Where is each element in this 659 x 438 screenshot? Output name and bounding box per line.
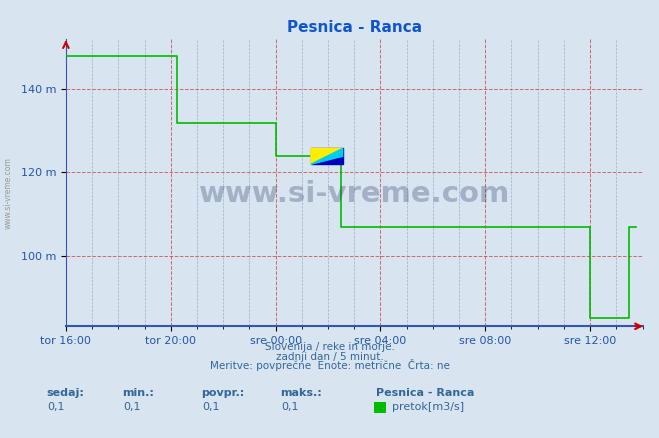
- Text: maks.:: maks.:: [280, 389, 322, 399]
- Text: 0,1: 0,1: [202, 402, 219, 412]
- Polygon shape: [311, 148, 343, 164]
- Text: Meritve: povprečne  Enote: metrične  Črta: ne: Meritve: povprečne Enote: metrične Črta:…: [210, 359, 449, 371]
- Text: zadnji dan / 5 minut.: zadnji dan / 5 minut.: [275, 352, 384, 362]
- Text: povpr.:: povpr.:: [201, 389, 244, 399]
- Text: Slovenija / reke in morje.: Slovenija / reke in morje.: [264, 343, 395, 353]
- Text: 0,1: 0,1: [123, 402, 140, 412]
- Title: Pesnica - Ranca: Pesnica - Ranca: [287, 21, 422, 35]
- Text: www.si-vreme.com: www.si-vreme.com: [198, 180, 510, 208]
- Text: www.si-vreme.com: www.si-vreme.com: [4, 157, 13, 229]
- Polygon shape: [311, 148, 343, 164]
- Text: sedaj:: sedaj:: [46, 389, 84, 399]
- Text: 0,1: 0,1: [47, 402, 65, 412]
- Text: pretok[m3/s]: pretok[m3/s]: [392, 402, 464, 412]
- Text: 0,1: 0,1: [281, 402, 299, 412]
- Text: Pesnica - Ranca: Pesnica - Ranca: [376, 389, 474, 399]
- Text: min.:: min.:: [122, 389, 154, 399]
- Polygon shape: [311, 148, 343, 164]
